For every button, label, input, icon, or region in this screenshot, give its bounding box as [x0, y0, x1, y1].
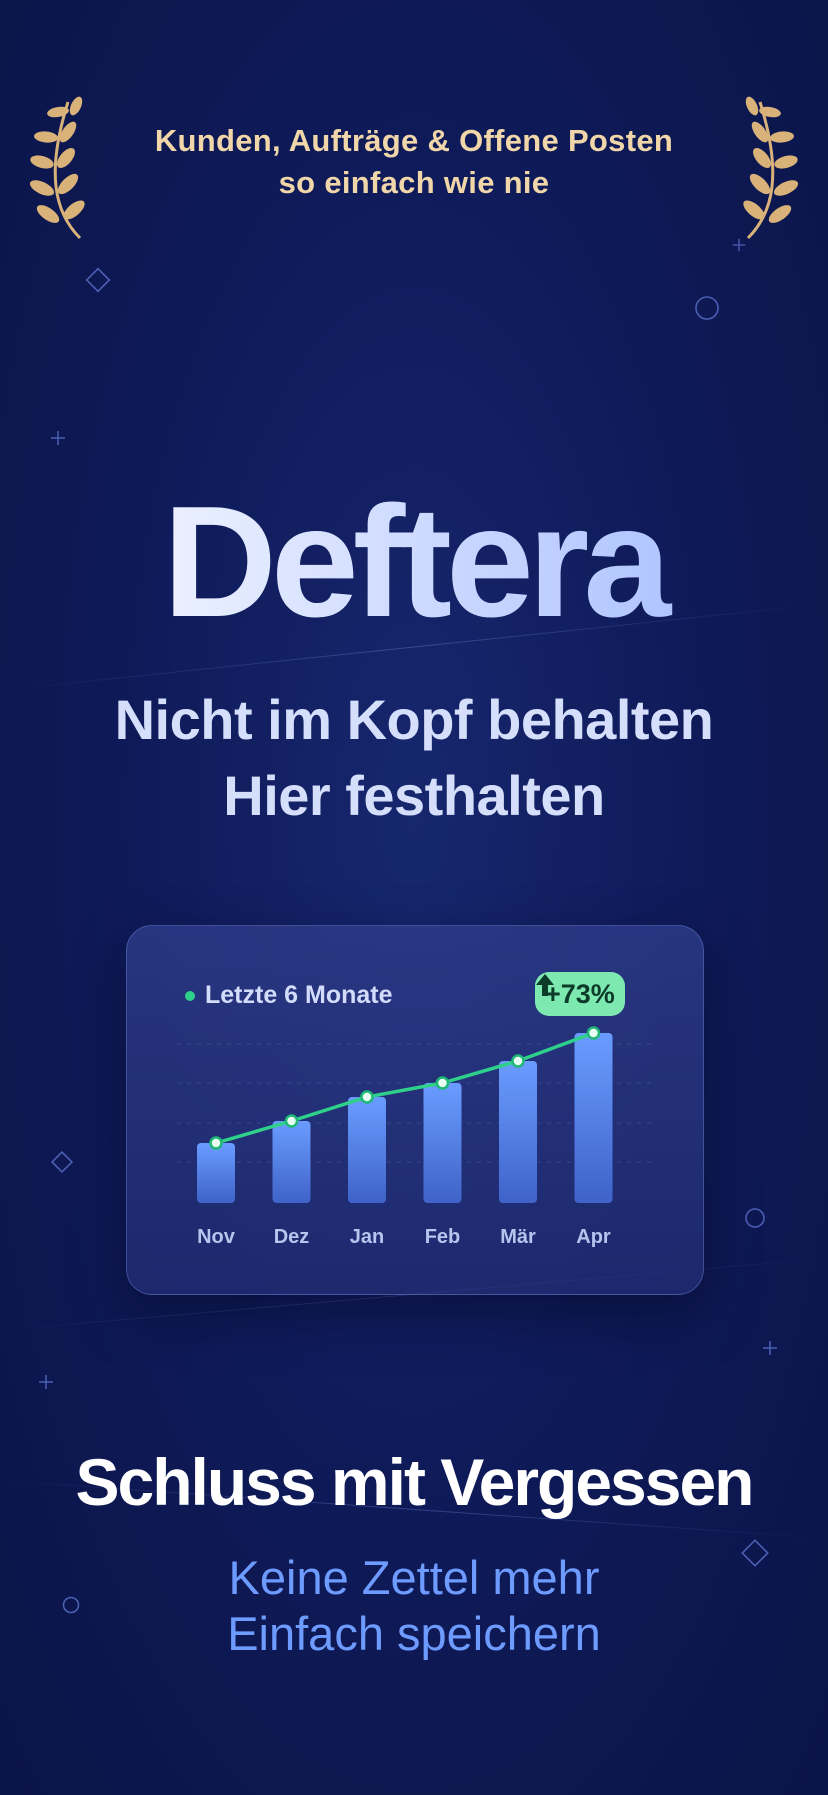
- data-point-nov: [209, 1136, 223, 1150]
- circle-icon: [695, 296, 719, 320]
- bar-dez: [272, 1121, 311, 1203]
- circle-icon: [745, 1208, 765, 1228]
- brand-title: Deftera: [0, 472, 828, 652]
- award-text-line1: Kunden, Aufträge & Offene Posten: [154, 123, 674, 158]
- circle-icon: [62, 1596, 80, 1614]
- plus-icon: [732, 238, 746, 252]
- plus-icon: [39, 1375, 53, 1389]
- growth-badge: +73%: [535, 972, 625, 1016]
- x-tick-label: Apr: [576, 1226, 611, 1248]
- plus-icon: [51, 431, 65, 445]
- subheadline: Keine Zettel mehr Einfach speichern: [0, 1550, 828, 1662]
- bar-chart: [177, 1026, 657, 1203]
- data-point-mär: [511, 1054, 525, 1068]
- x-tick-label: Mär: [500, 1226, 536, 1248]
- headline: Schluss mit Vergessen: [75, 1445, 754, 1519]
- trend-line: [214, 1031, 596, 1145]
- subheadline-line2: Einfach speichern: [227, 1607, 601, 1660]
- tagline: Nicht im Kopf behalten Hier festhalten: [0, 682, 828, 834]
- x-tick-label: Dez: [273, 1226, 310, 1248]
- chart-legend: Letzte 6 Monate: [185, 981, 393, 1010]
- legend-dot: [185, 990, 195, 1001]
- growth-badge-value: +73%: [545, 978, 615, 1009]
- data-point-jan: [360, 1090, 374, 1104]
- data-point-feb: [435, 1076, 450, 1090]
- legend-label: Letzte 6 Monate: [205, 981, 393, 1009]
- diamond-icon: [50, 1150, 74, 1174]
- bar-mär: [499, 1061, 537, 1203]
- x-tick-label: Feb: [424, 1226, 461, 1248]
- laurel-wreath-icon: [29, 96, 85, 240]
- tagline-line2: Hier festhalten: [223, 764, 605, 827]
- x-tick-label: Nov: [197, 1226, 235, 1248]
- x-tick-label: Jan: [349, 1226, 385, 1248]
- arrow-up-icon: [536, 974, 554, 996]
- bar-nov: [197, 1143, 235, 1203]
- diamond-icon: [85, 267, 111, 293]
- laurel-wreath-icon: [743, 96, 799, 240]
- data-point-dez: [284, 1114, 299, 1128]
- bar-jan: [348, 1097, 386, 1203]
- diamond-icon: [741, 1539, 769, 1567]
- plus-icon: [763, 1341, 777, 1355]
- award-text: Kunden, Aufträge & Offene Posten so einf…: [100, 120, 728, 204]
- award-text-line2: so einfach wie nie: [278, 165, 550, 200]
- tagline-line1: Nicht im Kopf behalten: [114, 688, 714, 751]
- bar-apr: [574, 1033, 613, 1203]
- bar-feb: [423, 1083, 462, 1203]
- data-point-apr: [586, 1026, 601, 1040]
- chart-card: Letzte 6 Monate +73% Nov Dez Jan Feb Mär Apr: [126, 925, 704, 1295]
- subheadline-line1: Keine Zettel mehr: [228, 1551, 600, 1604]
